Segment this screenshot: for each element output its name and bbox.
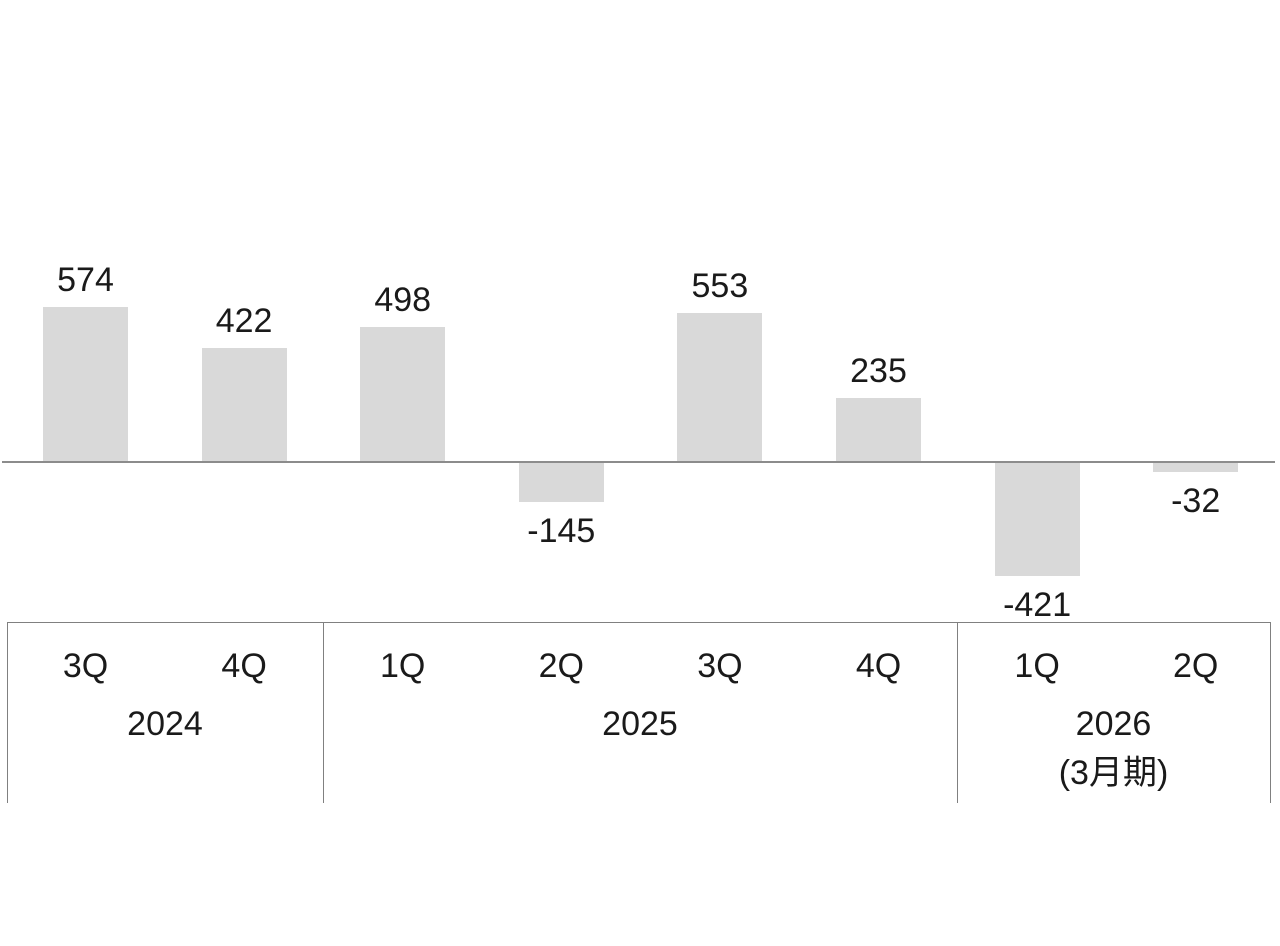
- year-label: 2025: [602, 705, 678, 743]
- axis-table-top-border: [7, 622, 1270, 623]
- axis-table-divider: [323, 622, 324, 803]
- axis-table-divider: [957, 622, 958, 803]
- axis-table-divider: [7, 622, 8, 803]
- bar: [43, 307, 128, 461]
- bar-value-label: -32: [1171, 481, 1221, 520]
- fiscal-period-note: (3月期): [1058, 754, 1169, 792]
- axis-table-divider: [1270, 622, 1271, 803]
- quarter-label: 2Q: [1173, 647, 1219, 685]
- quarter-label: 4Q: [855, 647, 902, 685]
- bar: [518, 463, 604, 502]
- bar: [360, 327, 446, 461]
- bar-value-label: 574: [57, 261, 114, 299]
- bar-value-label: 498: [374, 281, 432, 320]
- quarter-label: 3Q: [62, 647, 109, 685]
- quarter-label: 4Q: [221, 647, 267, 685]
- bar: [201, 347, 287, 461]
- bar: [994, 463, 1080, 576]
- quarter-label: 1Q: [380, 647, 426, 685]
- quarter-label: 1Q: [1014, 647, 1060, 685]
- quarter-label: 3Q: [697, 647, 743, 685]
- bar-value-label: 422: [215, 301, 273, 340]
- bar-value-label: -145: [527, 511, 596, 550]
- x-axis-line: [2, 461, 1275, 463]
- bar-value-label: 553: [691, 266, 749, 305]
- bar-value-label: -421: [1003, 585, 1072, 624]
- year-label: 2024: [127, 705, 203, 743]
- quarter-label: 2Q: [538, 647, 584, 685]
- year-label: 2026: [1075, 705, 1152, 743]
- bar: [836, 397, 921, 461]
- bar-value-label: 235: [850, 351, 907, 390]
- bar: [1153, 463, 1239, 472]
- bar: [677, 312, 763, 461]
